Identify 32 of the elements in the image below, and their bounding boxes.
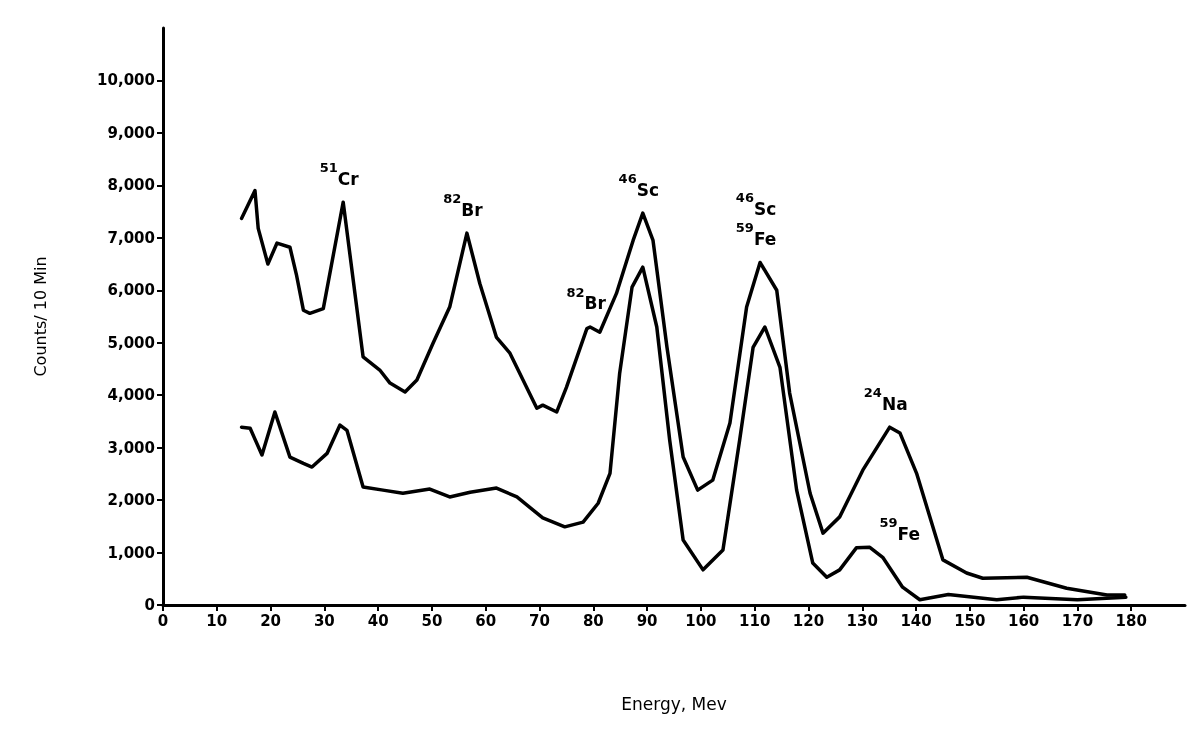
- y-tick-label: 6,000: [107, 281, 155, 300]
- x-axis-title: Energy, Mev: [621, 693, 727, 714]
- y-tick-label: 0: [144, 596, 155, 614]
- y-axis-title: Counts/ 10 Min: [30, 256, 50, 377]
- x-tick-label: 100: [685, 611, 717, 630]
- y-tick-label: 5,000: [107, 333, 155, 352]
- x-tick-label: 80: [582, 611, 604, 630]
- x-tick-label: 20: [260, 611, 282, 630]
- x-tick-label: 30: [313, 611, 335, 630]
- y-tick-label: 7,000: [107, 228, 155, 247]
- x-tick-label: 70: [529, 611, 550, 630]
- x-tick-label: 110: [739, 611, 771, 630]
- x-tick-label: 140: [900, 611, 932, 630]
- x-tick-label: 170: [1061, 611, 1094, 630]
- y-tick-label: 8,000: [107, 176, 155, 195]
- y-tick-label: 9,000: [107, 123, 155, 142]
- x-tick-label: 90: [636, 611, 658, 630]
- x-tick-label: 120: [792, 611, 825, 630]
- y-tick-label: 3,000: [107, 438, 155, 457]
- x-tick-label: 160: [1007, 611, 1040, 630]
- x-tick-label: 50: [421, 611, 443, 630]
- y-tick-label: 2,000: [107, 491, 155, 510]
- x-tick-label: 150: [954, 611, 986, 630]
- x-tick-label: 130: [846, 611, 878, 630]
- x-tick-label: 10: [206, 611, 228, 630]
- y-tick-label: 1,000: [107, 543, 155, 562]
- y-tick-label: 4,000: [107, 386, 155, 405]
- x-tick-label: 40: [367, 611, 389, 630]
- x-tick-label: 180: [1115, 611, 1147, 630]
- y-tick-label: 10,000: [97, 71, 155, 90]
- x-tick-label: 0: [157, 611, 169, 630]
- x-tick-label: 60: [475, 611, 497, 630]
